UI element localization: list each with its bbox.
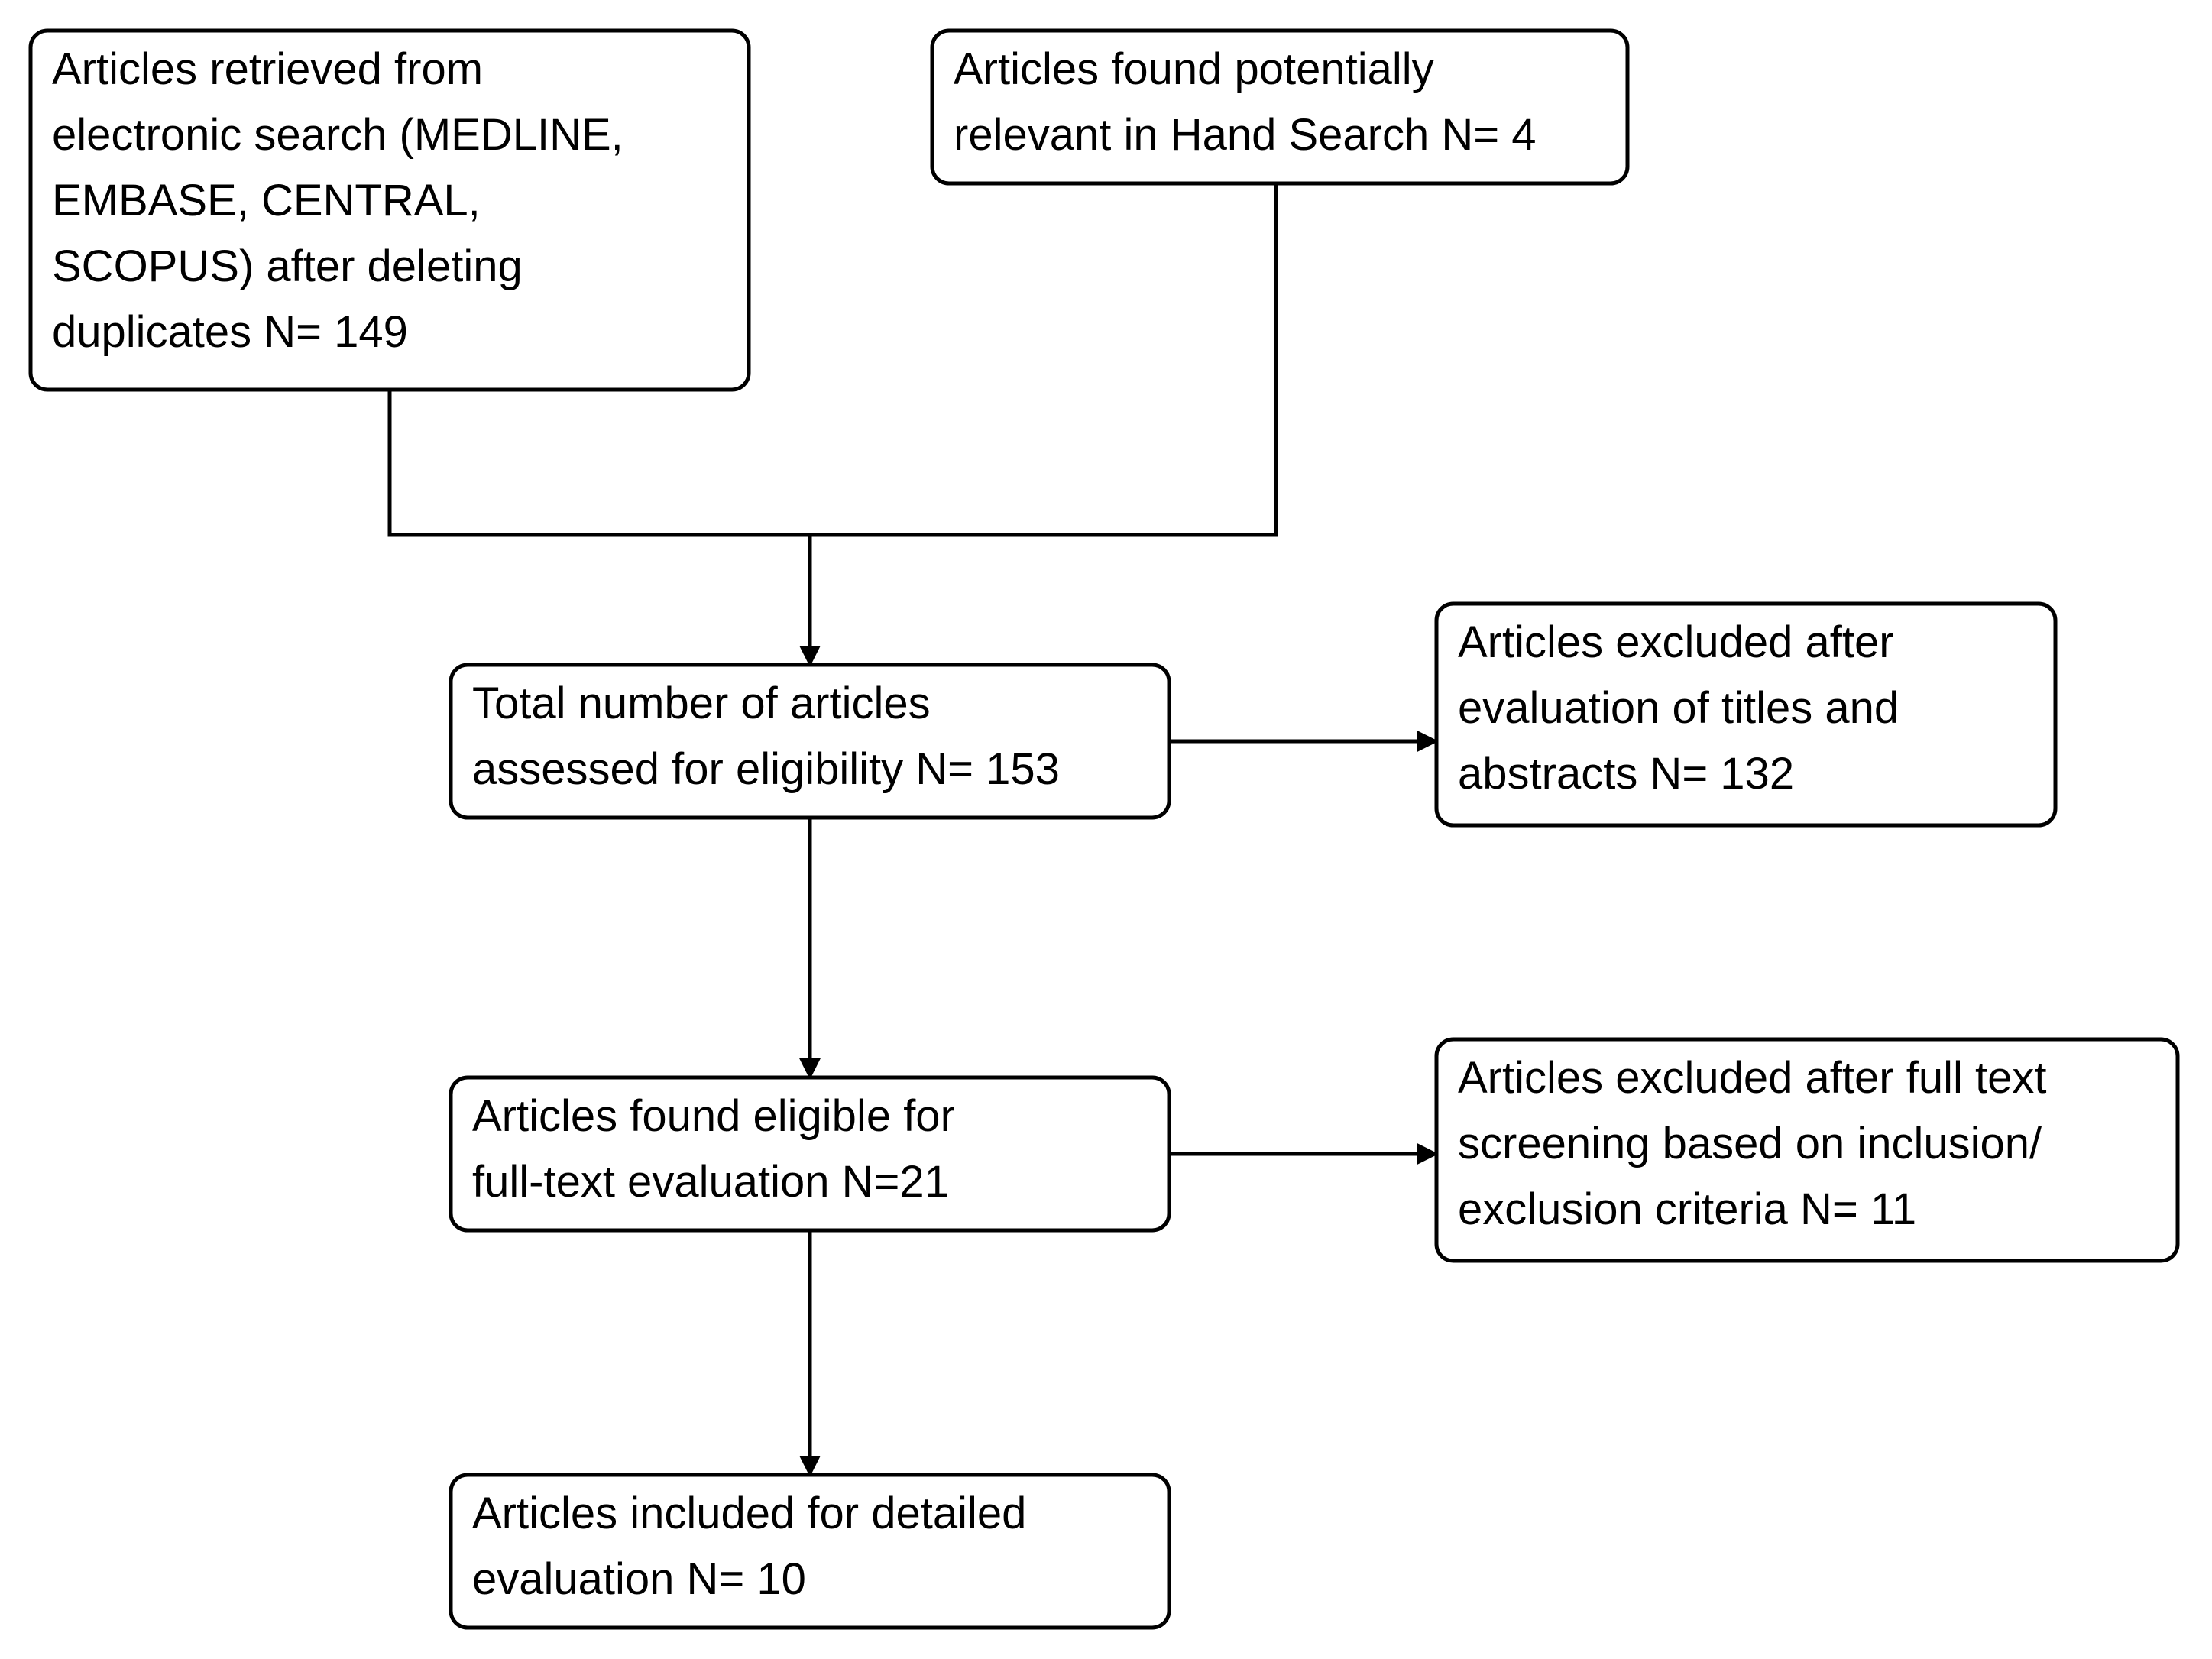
flow-node-label-line: full-text evaluation N=21 bbox=[472, 1157, 949, 1207]
flow-node-label-line: Articles excluded after full text bbox=[1458, 1053, 2046, 1103]
flow-node-label-line: Articles found eligible for bbox=[472, 1091, 955, 1141]
flow-node-label-line: Articles excluded after bbox=[1458, 617, 1894, 667]
flow-node-n1: Articles retrieved from electronic search… bbox=[31, 31, 749, 390]
flow-node-n6: Articles excluded after full text screeni… bbox=[1436, 1039, 2178, 1261]
flow-node-label-line: relevant in Hand Search N= 4 bbox=[954, 110, 1537, 160]
flow-node-label-line: abstracts N= 132 bbox=[1458, 749, 1794, 799]
flow-node-n2: Articles found potentially relevant in Ha… bbox=[932, 31, 1627, 183]
flow-node-n7: Articles included for detailed evaluation… bbox=[451, 1475, 1169, 1628]
flow-node-label-line: Articles retrieved from bbox=[52, 44, 483, 94]
flow-node-n3: Total number of articles assessed for eli… bbox=[451, 665, 1169, 818]
flow-edge-1 bbox=[810, 183, 1276, 665]
flow-node-label-line: evaluation of titles and bbox=[1458, 683, 1899, 733]
flow-node-label-line: electronic search (MEDLINE, bbox=[52, 110, 623, 160]
flow-node-label-line: assessed for eligibility N= 153 bbox=[472, 744, 1060, 794]
flow-node-n4: Articles excluded after evaluation of tit… bbox=[1436, 604, 2055, 825]
flow-node-label-line: EMBASE, CENTRAL, bbox=[52, 176, 481, 225]
flow-node-label-line: SCOPUS) after deleting bbox=[52, 241, 523, 291]
flow-node-label-line: duplicates N= 149 bbox=[52, 307, 408, 357]
flow-node-label-line: Total number of articles bbox=[472, 679, 931, 728]
flow-edge-0 bbox=[390, 390, 810, 665]
flow-node-label-line: exclusion criteria N= 11 bbox=[1458, 1184, 1916, 1234]
flow-node-label-line: Articles found potentially bbox=[954, 44, 1434, 94]
flow-node-n5: Articles found eligible for full-text eva… bbox=[451, 1077, 1169, 1230]
flow-node-label-line: evaluation N= 10 bbox=[472, 1554, 806, 1604]
flow-node-label-line: screening based on inclusion/ bbox=[1458, 1119, 2042, 1168]
flow-node-label-line: Articles included for detailed bbox=[472, 1489, 1026, 1538]
